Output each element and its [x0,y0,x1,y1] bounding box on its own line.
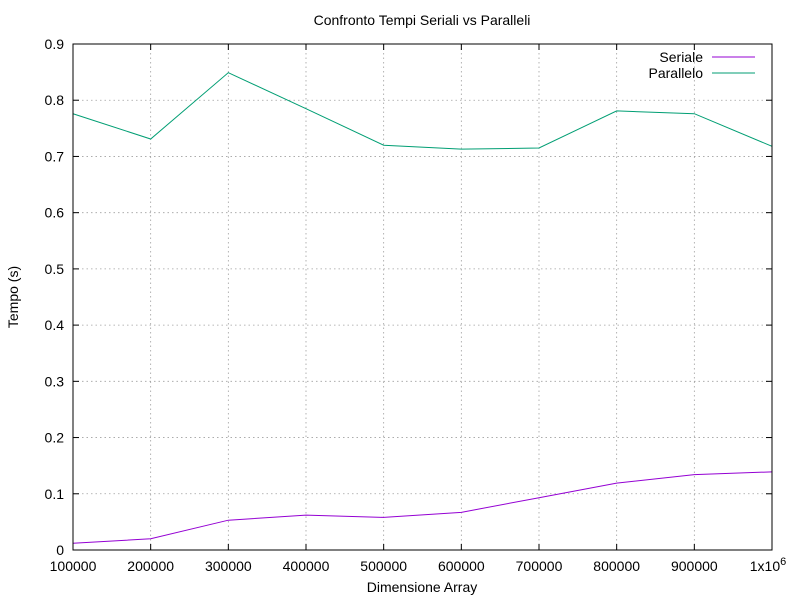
x-tick-label: 300000 [205,558,252,574]
y-tick-label: 0.1 [45,486,65,502]
y-tick-label: 0 [56,542,64,558]
x-tick-label: 200000 [127,558,174,574]
x-tick-label-text: 200000 [127,558,174,574]
x-tick-label: 900000 [671,558,718,574]
x-tick-label-text: 300000 [205,558,252,574]
series-line-parallelo [72,72,773,150]
x-tick-label-exponent: 6 [780,556,786,568]
x-tick-label-text: 400000 [283,558,330,574]
y-tick-label: 0.9 [45,36,65,52]
y-tick-label: 0.3 [45,373,65,389]
chart-title: Confronto Tempi Seriali vs Paralleli [314,12,531,28]
x-tick-label-text: 500000 [360,558,407,574]
x-tick-label: 100000 [50,558,97,574]
x-tick-label-text: 1x10 [750,558,781,574]
series-line-seriale [72,471,773,544]
x-tick-label: 600000 [438,558,485,574]
legend-label-parallelo: Parallelo [649,65,704,81]
plot-frame [72,43,773,551]
y-tick-label: 0.6 [45,205,65,221]
x-tick-label-text: 600000 [438,558,485,574]
x-tick-label: 500000 [360,558,407,574]
series-lines [72,72,773,544]
x-axis-label: Dimensione Array [367,579,478,595]
axis-ticks: 0 0.1 0.2 0.3 0.4 0.5 0.6 0.7 0.8 0.9 100000 200000… [45,36,787,574]
y-tick-label: 0.8 [45,92,65,108]
grid [73,44,772,550]
x-tick-label: 700000 [516,558,563,574]
y-tick-label: 0.4 [45,317,65,333]
y-tick-label: 0.2 [45,430,65,446]
y-axis-label: Tempo (s) [5,266,21,328]
x-tick-label-text: 100000 [50,558,97,574]
x-tick-label-text: 700000 [516,558,563,574]
x-tick-label: 800000 [593,558,640,574]
x-tick-label-text: 800000 [593,558,640,574]
y-tick-label: 0.7 [45,148,65,164]
x-tick-label: 1x106 [750,556,786,574]
y-tick-label: 0.5 [45,261,65,277]
x-tick-label: 400000 [283,558,330,574]
x-tick-label-text: 900000 [671,558,718,574]
legend-label-seriale: Seriale [659,49,703,65]
